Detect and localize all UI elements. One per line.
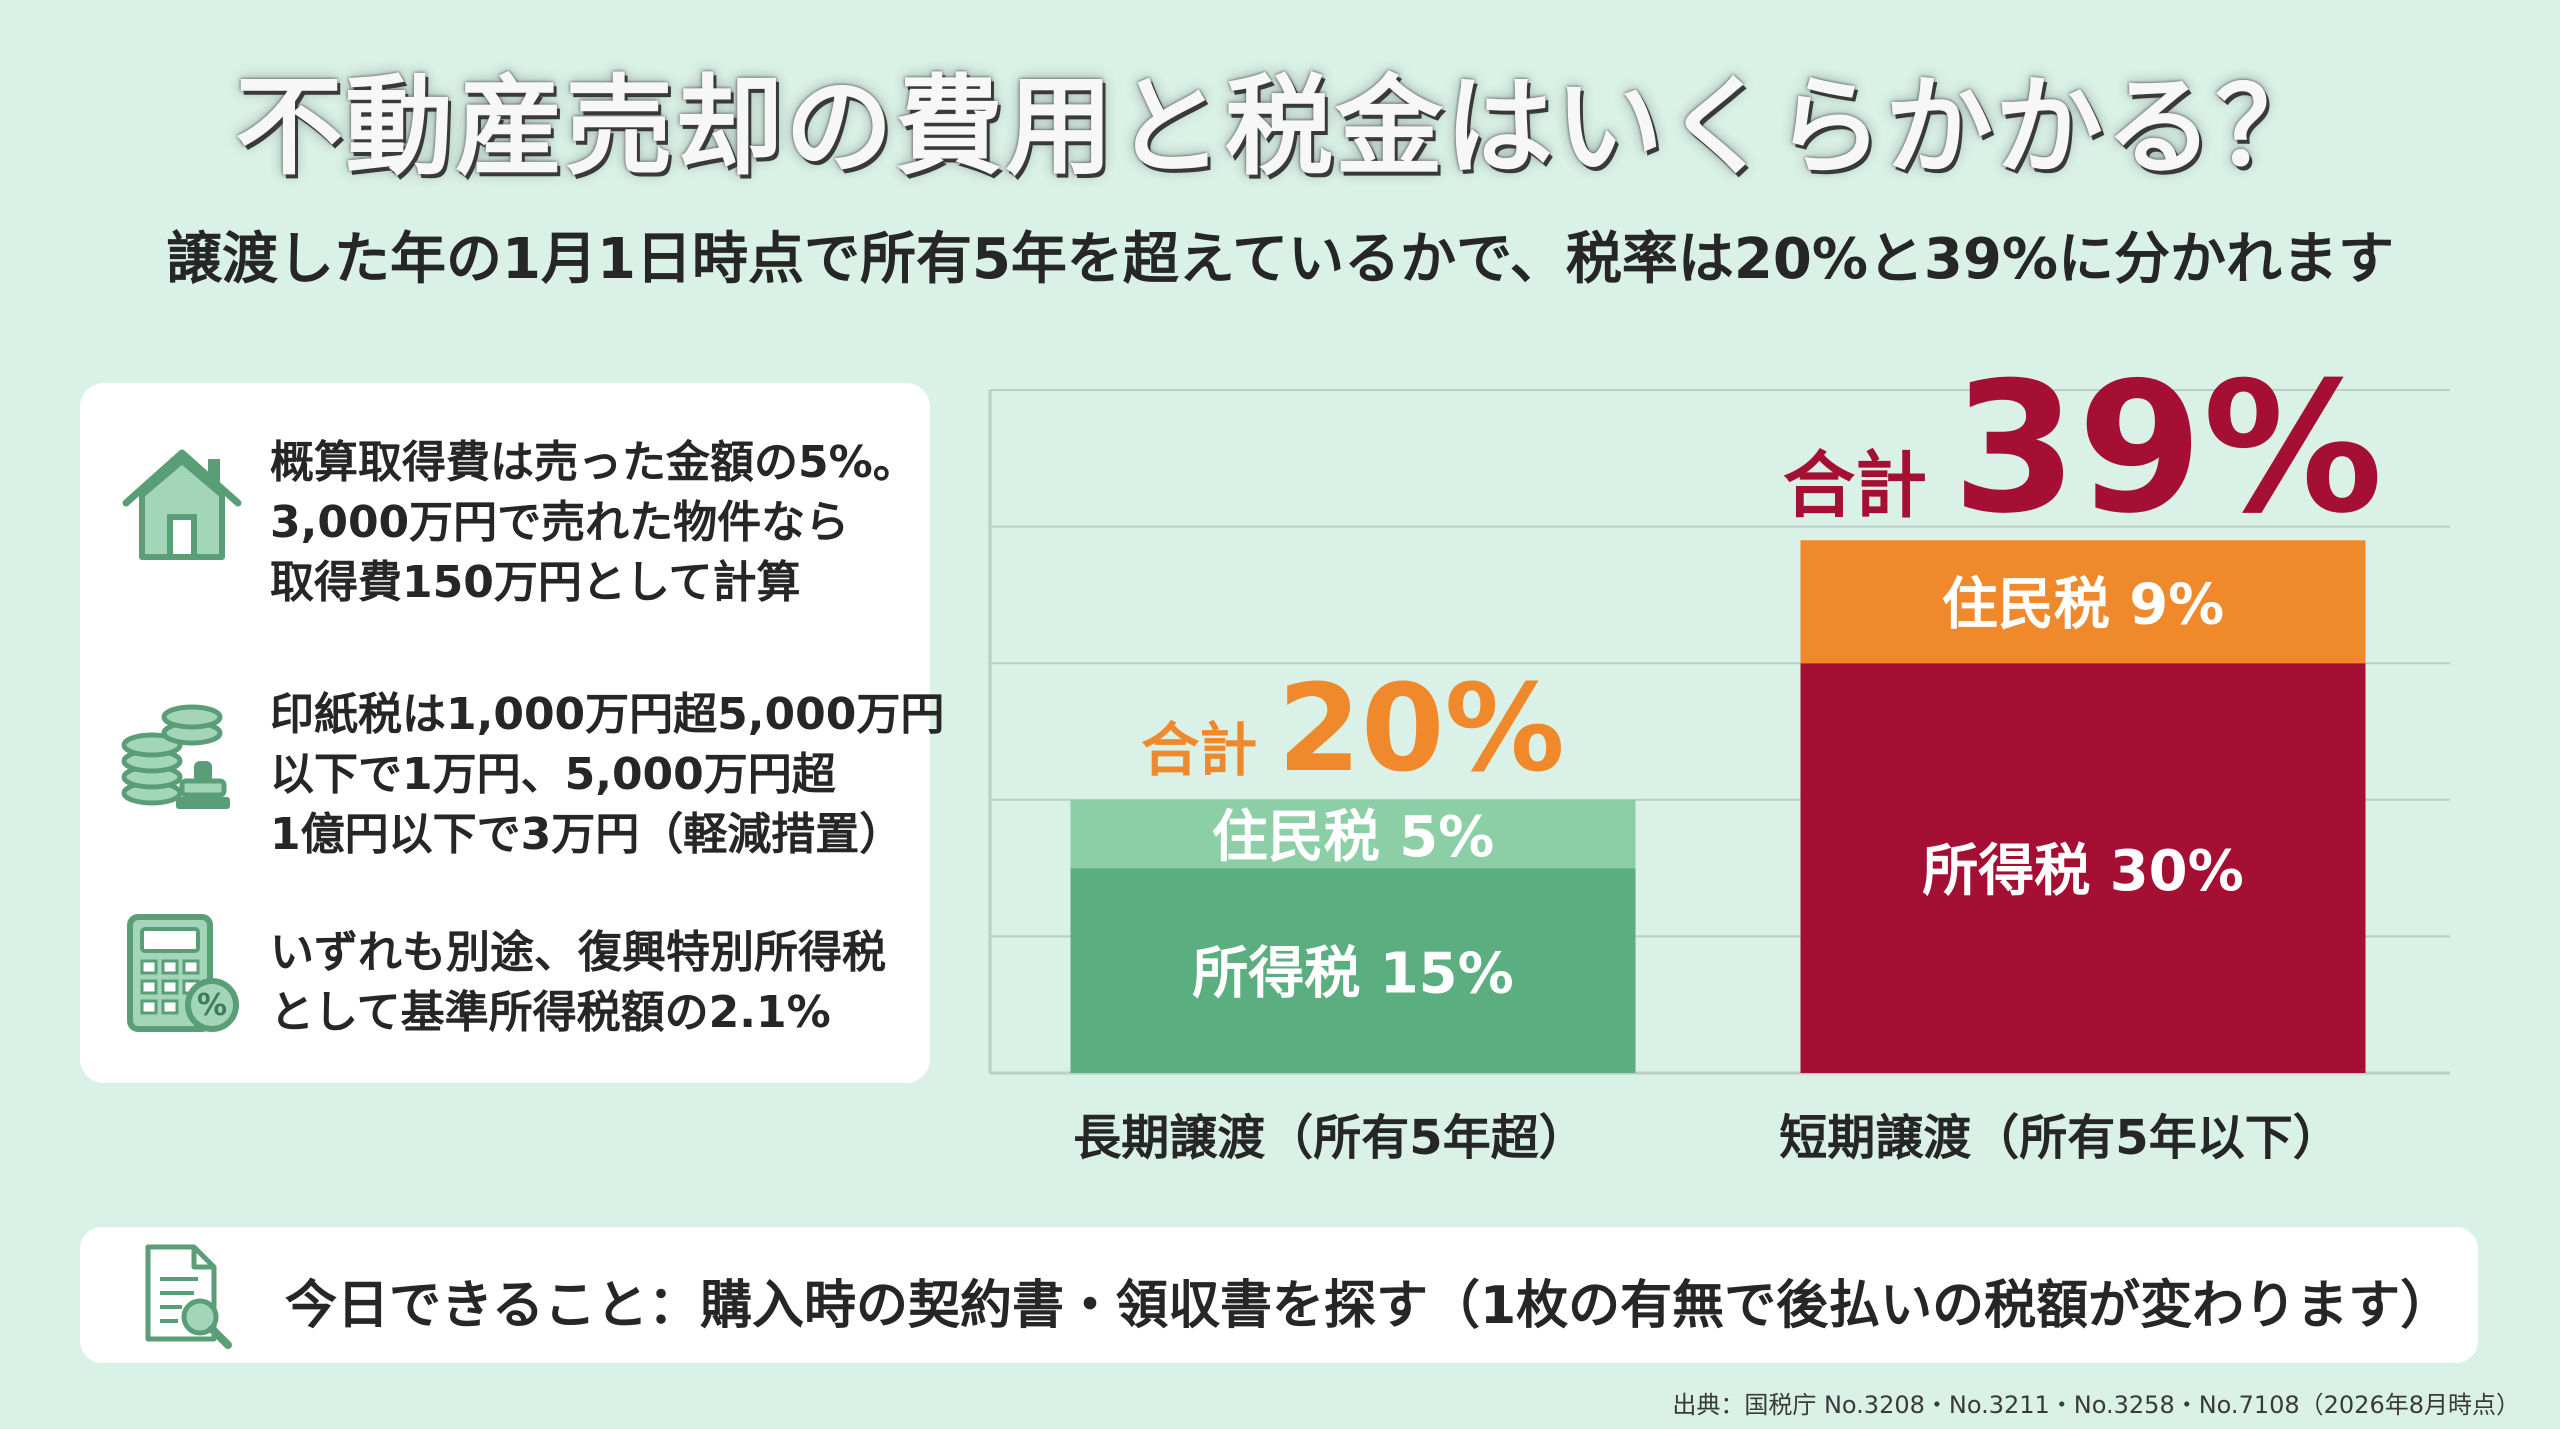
category-label-short-term: 短期譲渡（所有5年以下） — [1779, 1110, 2341, 1166]
action-text: 今日できること：購入時の契約書・領収書を探す（1枚の有無で後払いの税額が変わりま… — [285, 1276, 2453, 1336]
house-icon — [122, 449, 242, 560]
info-line: 概算取得費は売った金額の5%。 — [270, 437, 917, 488]
bar-segment-label: 住民税 9% — [1942, 573, 2225, 638]
bar-segment-label: 所得税 30% — [1922, 839, 2244, 904]
bar-segment-label: 所得税 15% — [1192, 942, 1514, 1007]
info-text: いずれも別途、復興特別所得税 として基準所得税額の2.1% — [270, 923, 920, 1043]
svg-text:%: % — [197, 988, 227, 1023]
page-title: 不動産売却の費用と税金はいくらかかる？ — [234, 65, 2325, 190]
total-value: 20% — [1277, 660, 1564, 799]
info-line: いずれも別途、復興特別所得税 — [270, 927, 886, 978]
total-prefix: 合計 — [1141, 716, 1277, 784]
bar-segment — [1070, 799, 1636, 869]
bar-segment — [1070, 868, 1636, 1073]
bar-segment-label: 住民税 5% — [1212, 805, 1495, 870]
tax-rate-chart: 所得税 15% 住民税 5% 合計 20% 所得税 30% 住民税 9% 合計 39% 長… — [980, 344, 2460, 1166]
info-card: 概算取得費は売った金額の5%。 3,000万円で売れた物件なら 取得費150万円… — [80, 383, 945, 1083]
bar-segment — [1800, 663, 2366, 1073]
total-label: 合計 20% — [1141, 660, 1564, 799]
bar-segment — [1800, 540, 2366, 664]
total-label: 合計 39% — [1783, 370, 2383, 553]
source-note: 出典：国税庁 No.3208・No.3211・No.3258・No.7108（2… — [1672, 1391, 2520, 1419]
info-text: 概算取得費は売った金額の5%。 3,000万円で売れた物件なら 取得費150万円… — [270, 433, 920, 613]
info-line: 1億円以下で3万円（軽減措置） — [270, 809, 904, 860]
action-banner: 今日できること：購入時の契約書・領収書を探す（1枚の有無で後払いの税額が変わりま… — [80, 1227, 2478, 1363]
total-prefix: 合計 — [1783, 443, 1952, 527]
info-line: 取得費150万円として計算 — [270, 557, 801, 608]
info-line: 印紙税は1,000万円超5,000万円 — [270, 689, 945, 740]
info-line: として基準所得税額の2.1% — [270, 987, 831, 1038]
category-label-long-term: 長期譲渡（所有5年超） — [1073, 1110, 1587, 1166]
calculator-icon: % — [127, 914, 239, 1032]
coins-stamp-icon — [121, 704, 230, 809]
page-subtitle: 譲渡した年の1月1日時点で所有5年を超えているかで、税率は20%と39%に分かれ… — [166, 227, 2394, 292]
document-search-icon — [145, 1244, 232, 1349]
info-text: 印紙税は1,000万円超5,000万円 以下で1万円、5,000万円超 1億円以… — [270, 685, 945, 865]
info-line: 以下で1万円、5,000万円超 — [270, 749, 836, 800]
info-line: 3,000万円で売れた物件なら — [270, 497, 850, 548]
chart-svg: 所得税 15%住民税 5%合計 20%所得税 30%住民税 9%合計 39% — [988, 344, 2450, 1075]
total-value: 39% — [1952, 370, 2383, 553]
